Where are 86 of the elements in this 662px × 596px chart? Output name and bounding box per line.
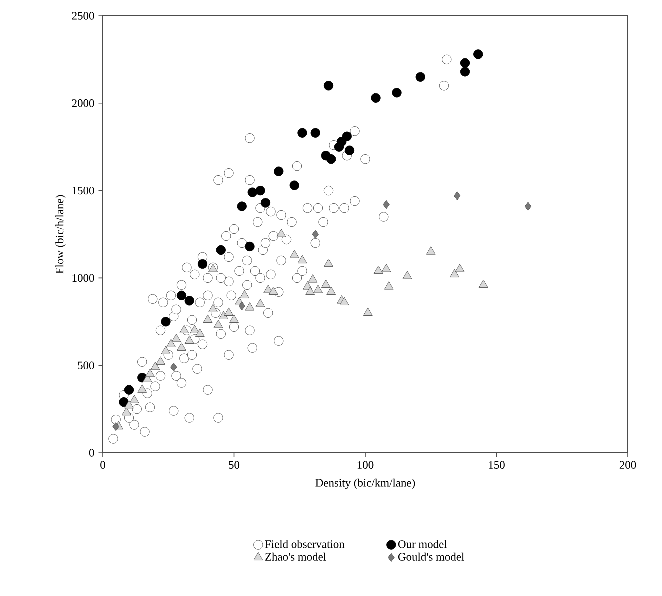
- point: [450, 269, 460, 278]
- point: [326, 154, 336, 164]
- x-tick-label: 0: [100, 461, 106, 469]
- point: [274, 166, 284, 176]
- point: [240, 290, 250, 299]
- x-axis-title: Density (bic/km/lane): [316, 478, 416, 490]
- x-tick-label: 50: [229, 461, 240, 469]
- legend-label: Field observation: [265, 540, 345, 548]
- y-axis-title: Flow (bic/h/lane): [56, 195, 66, 274]
- x-tick-label: 150: [489, 461, 505, 469]
- point: [383, 200, 390, 210]
- x-tick-label: 200: [620, 461, 636, 469]
- point: [219, 311, 228, 320]
- point: [321, 280, 331, 288]
- legend-label: Zhao's model: [266, 552, 326, 561]
- point: [314, 285, 323, 294]
- point: [298, 255, 308, 264]
- y-tick-label: 500: [78, 362, 94, 370]
- point: [324, 258, 334, 268]
- point: [402, 271, 412, 280]
- point: [156, 356, 166, 365]
- point: [195, 328, 205, 337]
- point: [290, 180, 300, 190]
- point: [248, 188, 258, 198]
- point: [166, 339, 176, 348]
- point: [122, 407, 132, 416]
- point: [146, 368, 155, 378]
- point: [161, 317, 171, 327]
- point: [130, 395, 140, 404]
- point: [298, 128, 308, 138]
- y-tick-label: 0: [89, 449, 94, 457]
- point: [524, 202, 532, 211]
- point: [371, 93, 381, 103]
- point: [340, 297, 350, 306]
- point: [326, 286, 336, 296]
- point: [312, 230, 320, 239]
- point: [460, 67, 470, 77]
- point: [460, 58, 470, 68]
- point: [342, 132, 352, 142]
- point: [384, 282, 394, 290]
- point: [454, 192, 461, 200]
- point: [216, 245, 226, 256]
- point: [276, 229, 286, 238]
- point: [230, 314, 239, 323]
- point: [310, 128, 320, 138]
- legend-label: Gould's model: [398, 552, 464, 561]
- point: [176, 290, 187, 301]
- y-tick-label: 1000: [72, 274, 94, 282]
- y-tick-label: 2000: [72, 100, 94, 108]
- point: [363, 308, 373, 316]
- point: [203, 314, 213, 323]
- point: [172, 334, 182, 342]
- legend-label: Our model: [398, 540, 448, 548]
- point: [150, 362, 160, 370]
- point: [416, 72, 426, 82]
- point: [170, 362, 178, 372]
- point: [308, 274, 318, 283]
- point: [256, 298, 266, 308]
- point: [138, 384, 148, 393]
- point: [180, 325, 190, 334]
- point: [382, 264, 392, 272]
- point: [190, 325, 200, 334]
- point: [374, 266, 384, 274]
- point: [184, 296, 194, 306]
- point: [306, 286, 316, 296]
- point: [238, 302, 246, 311]
- point: [177, 342, 186, 351]
- point: [426, 246, 436, 255]
- point: [245, 302, 255, 311]
- point: [237, 202, 247, 212]
- point: [124, 385, 134, 395]
- point: [124, 400, 134, 409]
- point: [478, 280, 488, 288]
- point: [290, 250, 300, 258]
- point: [256, 186, 266, 196]
- point: [474, 50, 484, 60]
- point: [455, 264, 465, 272]
- point: [214, 320, 224, 328]
- point: [245, 242, 255, 252]
- point: [392, 88, 402, 98]
- y-tick-label: 1500: [72, 186, 94, 195]
- y-tick-label: 2500: [72, 12, 94, 20]
- x-tick-label: 100: [358, 461, 374, 469]
- point: [324, 81, 334, 91]
- point: [224, 308, 234, 316]
- point: [260, 198, 271, 208]
